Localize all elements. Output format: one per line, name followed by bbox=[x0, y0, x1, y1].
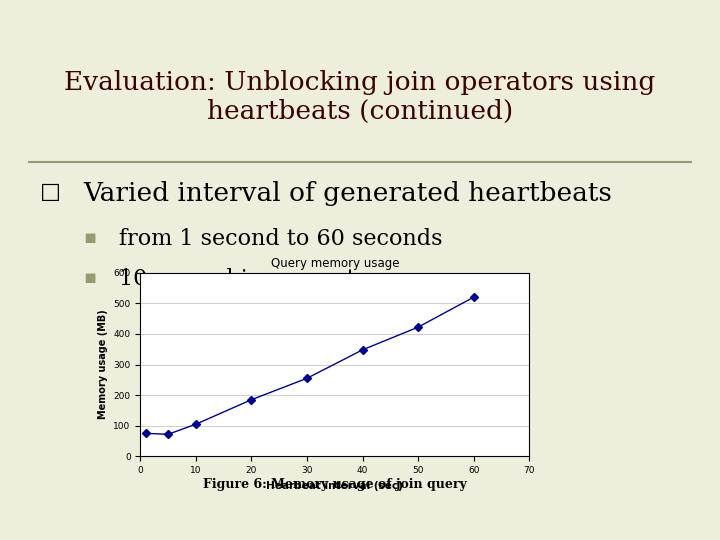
Text: Evaluation: Unblocking join operators using
heartbeats (continued): Evaluation: Unblocking join operators us… bbox=[64, 70, 656, 124]
Text: Varied interval of generated heartbeats: Varied interval of generated heartbeats bbox=[83, 181, 612, 206]
Text: 10 second increments: 10 second increments bbox=[119, 268, 366, 290]
Text: Figure 6: Memory usage of join query: Figure 6: Memory usage of join query bbox=[203, 478, 467, 491]
Text: ▪: ▪ bbox=[83, 268, 96, 287]
Title: Query memory usage: Query memory usage bbox=[271, 257, 399, 270]
Text: ▪: ▪ bbox=[83, 228, 96, 247]
Text: from 1 second to 60 seconds: from 1 second to 60 seconds bbox=[119, 228, 442, 250]
Y-axis label: Memory usage (MB): Memory usage (MB) bbox=[98, 309, 108, 420]
X-axis label: Hearbeat interval (sec): Hearbeat interval (sec) bbox=[266, 481, 403, 490]
Text: □: □ bbox=[40, 181, 60, 203]
